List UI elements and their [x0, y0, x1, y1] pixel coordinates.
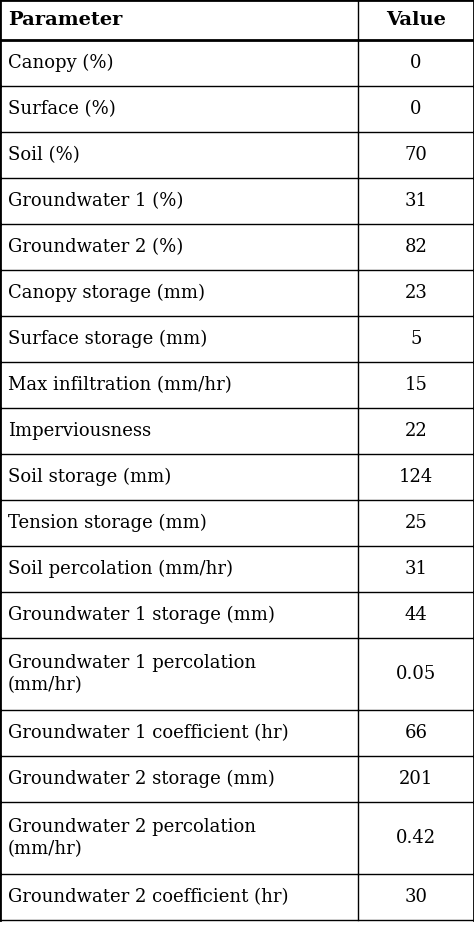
Text: Groundwater 2 percolation
(mm/hr): Groundwater 2 percolation (mm/hr) [8, 818, 256, 858]
Bar [0, 40, 474, 86]
Bar [0, 638, 474, 710]
Text: Canopy storage (mm): Canopy storage (mm) [8, 284, 205, 302]
Text: 0.05: 0.05 [396, 665, 436, 683]
Text: Surface (%): Surface (%) [8, 100, 116, 118]
Text: 0.42: 0.42 [396, 829, 436, 847]
Text: Soil percolation (mm/hr): Soil percolation (mm/hr) [8, 560, 233, 578]
Text: Groundwater 1 storage (mm): Groundwater 1 storage (mm) [8, 605, 275, 624]
Text: 124: 124 [399, 468, 433, 486]
Bar [0, 132, 474, 178]
Text: Value: Value [386, 11, 446, 29]
Text: Max infiltration (mm/hr): Max infiltration (mm/hr) [8, 376, 232, 394]
Text: Surface storage (mm): Surface storage (mm) [8, 330, 207, 348]
Text: 44: 44 [405, 606, 427, 624]
Text: 70: 70 [404, 146, 428, 164]
Text: Tension storage (mm): Tension storage (mm) [8, 514, 207, 532]
Bar [0, 802, 474, 874]
Bar [0, 756, 474, 802]
Bar [0, 178, 474, 224]
Text: 66: 66 [404, 724, 428, 742]
Bar [0, 86, 474, 132]
Text: 0: 0 [410, 100, 422, 118]
Text: 22: 22 [405, 422, 427, 440]
Bar [0, 224, 474, 270]
Text: Parameter: Parameter [8, 11, 122, 29]
Text: Groundwater 2 coefficient (hr): Groundwater 2 coefficient (hr) [8, 888, 289, 906]
Bar [0, 270, 474, 316]
Bar [0, 710, 474, 756]
Bar [0, 408, 474, 454]
Text: 15: 15 [404, 376, 428, 394]
Text: 201: 201 [399, 770, 433, 788]
Bar [0, 316, 474, 362]
Text: 5: 5 [410, 330, 421, 348]
Bar [0, 454, 474, 500]
Bar [0, 546, 474, 592]
Text: Groundwater 2 storage (mm): Groundwater 2 storage (mm) [8, 770, 275, 788]
Bar [0, 874, 474, 920]
Text: Soil (%): Soil (%) [8, 146, 80, 164]
Bar [0, 592, 474, 638]
Text: 23: 23 [404, 284, 428, 302]
Text: 82: 82 [404, 238, 428, 256]
Text: 31: 31 [404, 192, 428, 210]
Text: 0: 0 [410, 54, 422, 72]
Bar [0, 0, 474, 40]
Text: Soil storage (mm): Soil storage (mm) [8, 468, 171, 486]
Text: Groundwater 1 percolation
(mm/hr): Groundwater 1 percolation (mm/hr) [8, 654, 256, 694]
Bar [0, 362, 474, 408]
Text: Groundwater 1 coefficient (hr): Groundwater 1 coefficient (hr) [8, 724, 289, 742]
Text: 31: 31 [404, 560, 428, 578]
Text: Imperviousness: Imperviousness [8, 422, 151, 440]
Text: Groundwater 2 (%): Groundwater 2 (%) [8, 238, 183, 256]
Text: Canopy (%): Canopy (%) [8, 54, 113, 72]
Text: 25: 25 [405, 514, 427, 532]
Bar [0, 500, 474, 546]
Text: Groundwater 1 (%): Groundwater 1 (%) [8, 192, 183, 210]
Text: 30: 30 [404, 888, 428, 906]
